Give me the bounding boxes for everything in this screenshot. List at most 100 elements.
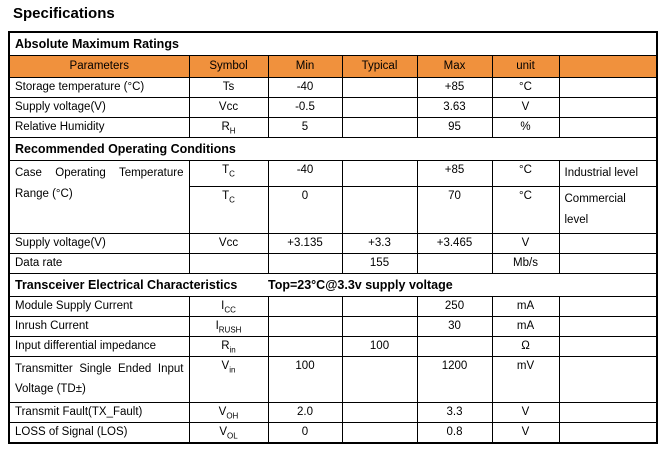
max-cell: 95	[416, 117, 493, 138]
min-cell: 0	[267, 421, 343, 444]
symbol-cell: Rin	[188, 335, 269, 357]
min-cell: -0.5	[267, 97, 343, 119]
spec-row: Input differential impedance Rin 100 Ω	[8, 335, 658, 357]
symbol-base: V	[221, 359, 230, 372]
spec-row: Supply voltage(V) Vcc -0.5 3.63 V	[8, 97, 658, 119]
section-header-row: Transceiver Electrical Characteristics To…	[8, 272, 658, 297]
symbol-cell	[188, 252, 269, 274]
unit-cell: Mb/s	[491, 252, 560, 274]
section-title: Absolute Maximum Ratings	[15, 37, 179, 51]
spec-row: Transmit Fault(TX_Fault) VOH 2.0 3.3 V	[8, 401, 658, 423]
spec-row: Supply voltage(V) Vcc +3.135 +3.3 +3.465 V	[8, 232, 658, 254]
typical-cell	[341, 186, 418, 234]
unit-cell: V	[491, 401, 560, 423]
symbol-base: I	[215, 319, 219, 332]
unit-cell: V	[491, 97, 560, 119]
min-cell: -40	[267, 160, 343, 188]
note-cell	[558, 252, 658, 274]
typical-cell	[341, 421, 418, 444]
symbol-base: V	[219, 425, 227, 438]
symbol-base: Vcc	[218, 101, 239, 114]
note-cell	[558, 315, 658, 337]
note-cell	[558, 117, 658, 138]
column-header-row: Parameters Symbol Min Typical Max unit	[8, 55, 658, 79]
spec-row: Inrush Current IRUSH 30 mA	[8, 315, 658, 337]
max-cell: 1200	[416, 355, 493, 403]
column-header-blank	[558, 55, 658, 79]
spec-row: Case Operating Temperature Range (°C) TC -…	[8, 160, 658, 234]
param-cell: Transmit Fault(TX_Fault)	[8, 401, 190, 423]
param-cell: Storage temperature (°C)	[8, 77, 190, 99]
symbol-cell: TC	[188, 186, 269, 234]
min-cell: +3.135	[267, 232, 343, 254]
typical-cell	[341, 117, 418, 138]
column-header-typical: Typical	[341, 55, 418, 79]
symbol-base: T	[222, 190, 230, 203]
symbol-subscript: RUSH	[218, 324, 242, 334]
min-cell	[267, 252, 343, 274]
note-cell	[558, 355, 658, 403]
min-cell: 5	[267, 117, 343, 138]
symbol-base: Ts	[222, 81, 235, 94]
typical-cell	[341, 77, 418, 99]
note-cell: Industrial level	[558, 160, 658, 188]
note-cell	[558, 97, 658, 119]
section-title-cell: Absolute Maximum Ratings	[8, 31, 658, 57]
typical-cell: +3.3	[341, 232, 418, 254]
spec-table: Absolute Maximum Ratings Parameters Symbol…	[8, 31, 658, 444]
spec-row: Transmitter Single Ended Input Voltage (…	[8, 355, 658, 403]
symbol-subscript: in	[229, 364, 236, 374]
section-title: Transceiver Electrical Characteristics	[15, 277, 238, 292]
section-header-row: Absolute Maximum Ratings	[8, 31, 658, 57]
symbol-subscript: C	[229, 195, 235, 205]
max-cell: 70	[416, 186, 493, 234]
symbol-subscript: CC	[224, 305, 236, 315]
symbol-cell: Ts	[188, 77, 269, 99]
symbol-base: R	[221, 339, 230, 352]
page-title: Specifications	[13, 5, 115, 22]
column-header-min: Min	[267, 55, 343, 79]
spec-row: Module Supply Current ICC 250 mA	[8, 295, 658, 317]
symbol-cell: Vcc	[188, 97, 269, 119]
symbol-base: V	[218, 405, 227, 418]
spec-table-body: Absolute Maximum Ratings Parameters Symbol…	[8, 31, 658, 444]
min-cell: 0	[267, 186, 343, 234]
typical-cell	[341, 97, 418, 119]
unit-cell: %	[491, 117, 560, 138]
column-header-unit: unit	[491, 55, 560, 79]
max-cell	[416, 252, 493, 274]
spec-row: Relative Humidity RH 5 95%	[8, 117, 658, 138]
symbol-subscript: C	[229, 169, 235, 179]
max-cell: +85	[416, 77, 493, 99]
typical-cell: 100	[341, 335, 418, 357]
max-cell: 250	[416, 295, 493, 317]
unit-cell: °C	[491, 160, 560, 188]
section-header-row: Recommended Operating Conditions	[8, 136, 658, 162]
unit-cell: Ω	[491, 335, 560, 357]
note-cell	[558, 295, 658, 317]
note-cell	[558, 335, 658, 357]
max-cell: +3.465	[416, 232, 493, 254]
max-cell: 3.63	[416, 97, 493, 119]
param-cell: Supply voltage(V)	[8, 232, 190, 254]
symbol-subscript: OH	[226, 411, 239, 421]
max-cell: 30	[416, 315, 493, 337]
spec-row: TC 0 70 °C Commercial level	[9, 186, 658, 234]
symbol-base: Vcc	[218, 236, 239, 249]
max-cell	[416, 335, 493, 357]
note-cell	[558, 401, 658, 423]
param-cell: Inrush Current	[8, 315, 190, 337]
param-cell: Input differential impedance	[8, 335, 190, 357]
param-cell: Supply voltage(V)	[8, 97, 190, 119]
typical-cell	[341, 401, 418, 423]
typical-cell	[341, 295, 418, 317]
min-cell	[267, 315, 343, 337]
param-cell: Case Operating Temperature Range (°C)	[8, 160, 190, 234]
unit-cell: V	[491, 421, 560, 444]
symbol-subscript: in	[229, 344, 236, 354]
unit-cell: mV	[491, 355, 560, 403]
unit-cell: °C	[491, 186, 560, 234]
min-cell: 2.0	[267, 401, 343, 423]
min-cell: -40	[267, 77, 343, 99]
note-cell	[558, 77, 658, 99]
